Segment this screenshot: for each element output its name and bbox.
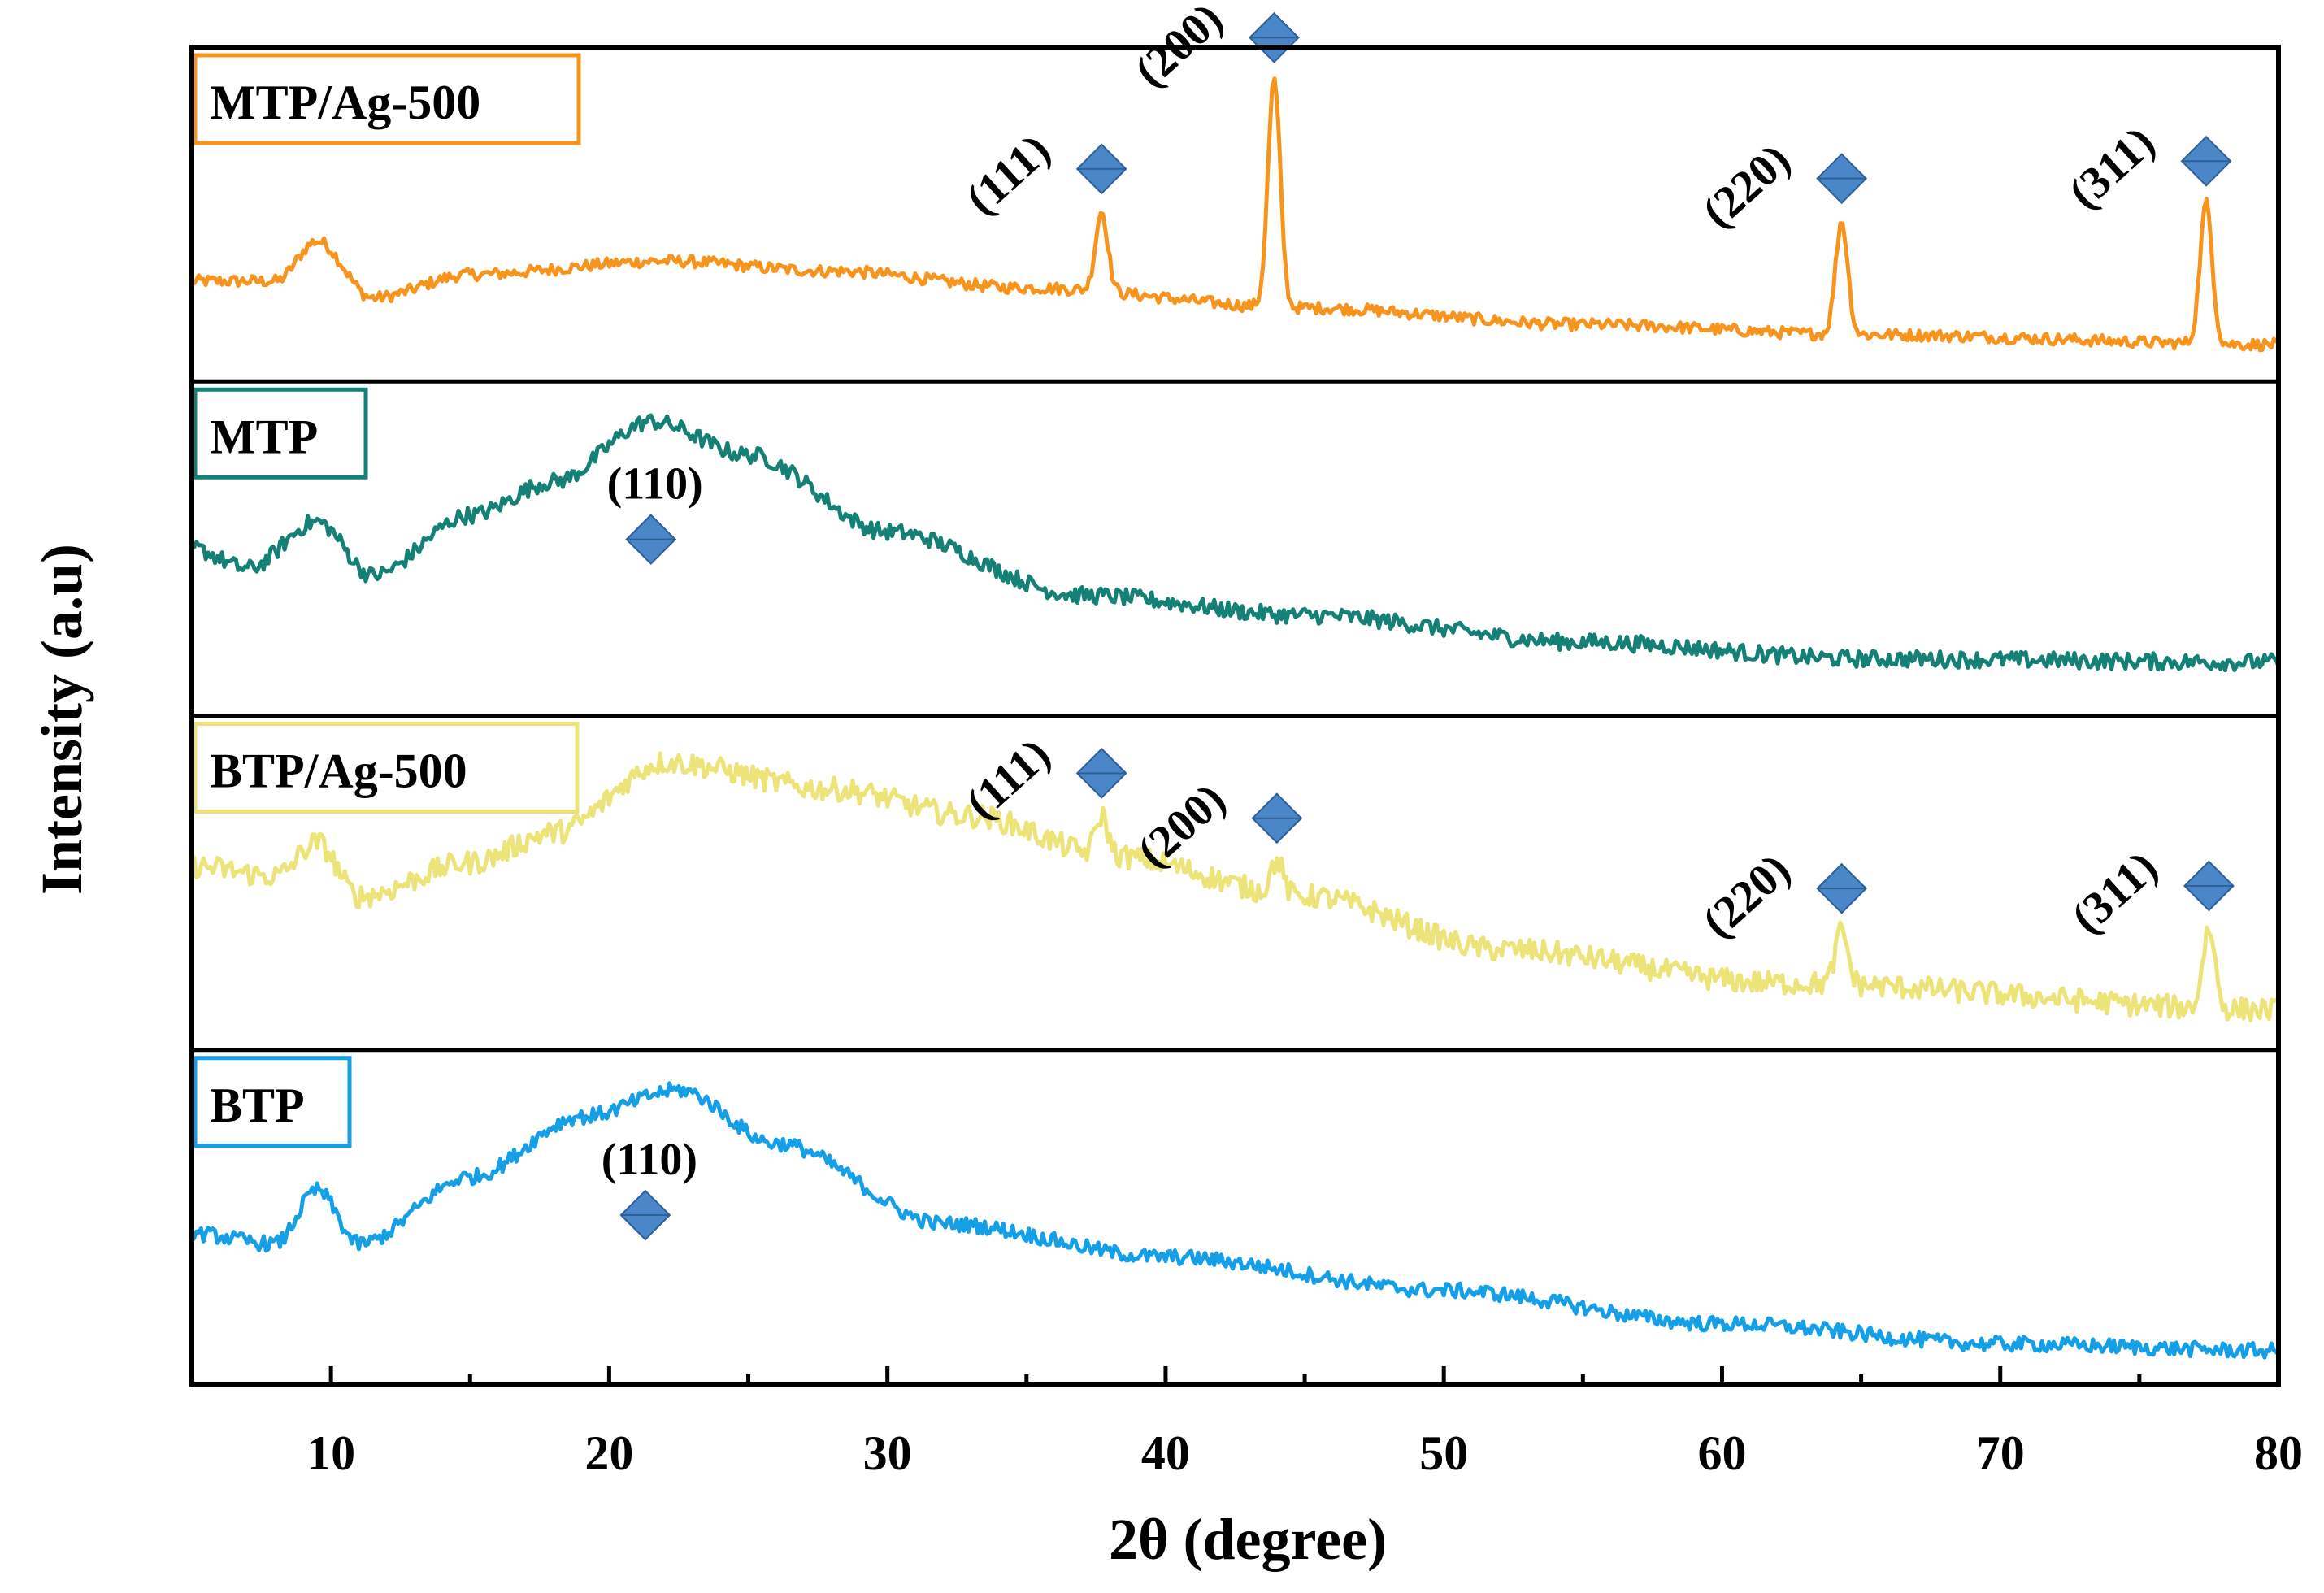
y-axis-title: Intensity (a.u) — [29, 544, 94, 895]
x-tick-label: 10 — [306, 1426, 355, 1480]
panel-btp-ag-500: BTP/Ag-500 (111) (200)(220) (311) — [190, 722, 2280, 1022]
x-tick-label: 50 — [1419, 1426, 1468, 1480]
x-tick-label: 40 — [1141, 1426, 1190, 1480]
panel-label-box — [193, 53, 581, 145]
panel-mtp: MTP (110) — [189, 387, 2281, 673]
x-tick-label: 20 — [584, 1426, 633, 1480]
peak-label: (111) — [957, 124, 1060, 224]
panel-label-box — [193, 1056, 352, 1148]
peak-label: (311) — [2062, 842, 2167, 944]
x-tick-label: 30 — [863, 1426, 912, 1480]
plot-frame — [189, 45, 2281, 1387]
panel-mtp-ag-500: MTP/Ag-500(111)(200)(220) (311) — [189, 0, 2280, 353]
series-line — [189, 413, 2281, 673]
x-axis: 10 20 30 40 50 60 70 80 — [189, 1366, 2303, 1480]
x-tick-label: 80 — [2254, 1426, 2303, 1480]
series-line — [189, 1081, 2281, 1360]
panel-label: MTP — [210, 410, 318, 463]
peak-label: (110) — [602, 1135, 697, 1185]
x-tick-label: 70 — [1976, 1426, 2025, 1480]
peak-label: (220) — [1693, 134, 1801, 237]
panel-label-box — [193, 387, 368, 480]
panel-label: BTP — [210, 1079, 305, 1132]
peak-label: (311) — [2059, 117, 2164, 219]
series-line — [190, 751, 2280, 1022]
panel-label-box — [193, 722, 580, 814]
panels-layer: MTP/Ag-500(111)(200)(220) (311)MTP(110)BT… — [189, 0, 2281, 1360]
x-tick-label: 60 — [1697, 1426, 1746, 1480]
panel-label: MTP/Ag-500 — [210, 76, 480, 129]
panel-btp: BTP (110) — [189, 1056, 2281, 1360]
series-line — [189, 76, 2280, 353]
peak-label: (220) — [1693, 844, 1801, 948]
peak-label: (110) — [607, 459, 703, 510]
panel-label: BTP/Ag-500 — [210, 744, 467, 798]
x-axis-title: 2θ (degree) — [1109, 1507, 1387, 1572]
